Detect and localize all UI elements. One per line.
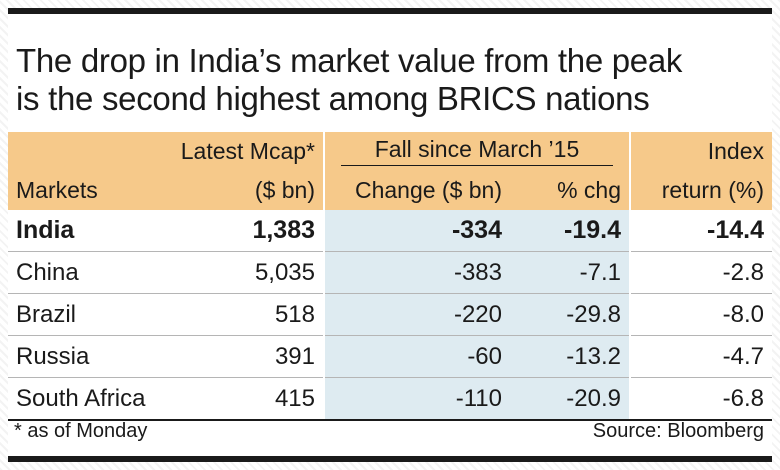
cell-market: China — [8, 251, 160, 294]
cell-market: Russia — [8, 335, 160, 378]
header-mcap-line1: Latest Mcap* — [160, 132, 324, 170]
cell-index-return: -8.0 — [630, 293, 772, 336]
header-mcap-line2: ($ bn) — [160, 170, 324, 210]
source-credit: Source: Bloomberg — [592, 420, 764, 442]
cell-mcap: 415 — [160, 377, 324, 421]
header-markets-spacer — [8, 132, 160, 170]
header-fall-group: Fall since March ’15 — [323, 132, 631, 170]
cell-pct-chg: -7.1 — [510, 251, 631, 294]
chart-title: The drop in India’s market value from th… — [16, 42, 756, 118]
cell-pct-chg: -20.9 — [510, 377, 631, 421]
cell-change: -110 — [323, 377, 510, 421]
cell-change: -334 — [323, 210, 510, 252]
bottom-rule — [8, 456, 772, 462]
cell-mcap: 391 — [160, 335, 324, 378]
infographic-card: The drop in India’s market value from th… — [8, 8, 772, 462]
cell-index-return: -4.7 — [630, 335, 772, 378]
brics-market-table: Latest Mcap* Fall since March ’15 Index … — [8, 132, 772, 421]
cell-index-return: -6.8 — [630, 377, 772, 421]
header-fall-group-label: Fall since March ’15 — [341, 136, 613, 166]
table-row: South Africa 415 -110 -20.9 -6.8 — [8, 377, 772, 421]
table-row: China 5,035 -383 -7.1 -2.8 — [8, 251, 772, 294]
cell-pct-chg: -19.4 — [510, 210, 631, 252]
cell-index-return: -14.4 — [630, 210, 772, 252]
footnote: * as of Monday — [14, 420, 148, 442]
top-rule — [8, 8, 772, 14]
cell-mcap: 5,035 — [160, 251, 324, 294]
table-body: India 1,383 -334 -19.4 -14.4 China 5,035 -383 -7… — [8, 210, 772, 421]
cell-market: Brazil — [8, 293, 160, 336]
table-row: Russia 391 -60 -13.2 -4.7 — [8, 335, 772, 378]
title-line-2: is the second highest among BRICS nation… — [16, 80, 650, 117]
header-markets: Markets — [8, 170, 160, 210]
cell-mcap: 1,383 — [160, 210, 324, 252]
cell-pct-chg: -13.2 — [510, 335, 631, 378]
cell-market: South Africa — [8, 377, 160, 421]
header-index-line2: return (%) — [630, 170, 772, 210]
cell-index-return: -2.8 — [630, 251, 772, 294]
cell-change: -383 — [323, 251, 510, 294]
header-pct-chg: % chg — [510, 170, 631, 210]
table-row: Brazil 518 -220 -29.8 -8.0 — [8, 293, 772, 336]
cell-mcap: 518 — [160, 293, 324, 336]
header-change: Change ($ bn) — [323, 170, 510, 210]
cell-pct-chg: -29.8 — [510, 293, 631, 336]
title-line-1: The drop in India’s market value from th… — [16, 42, 683, 79]
table-row: India 1,383 -334 -19.4 -14.4 — [8, 210, 772, 252]
footer: * as of Monday Source: Bloomberg — [14, 420, 764, 443]
cell-change: -60 — [323, 335, 510, 378]
cell-market: India — [8, 210, 160, 252]
header-index-line1: Index — [630, 132, 772, 170]
cell-change: -220 — [323, 293, 510, 336]
